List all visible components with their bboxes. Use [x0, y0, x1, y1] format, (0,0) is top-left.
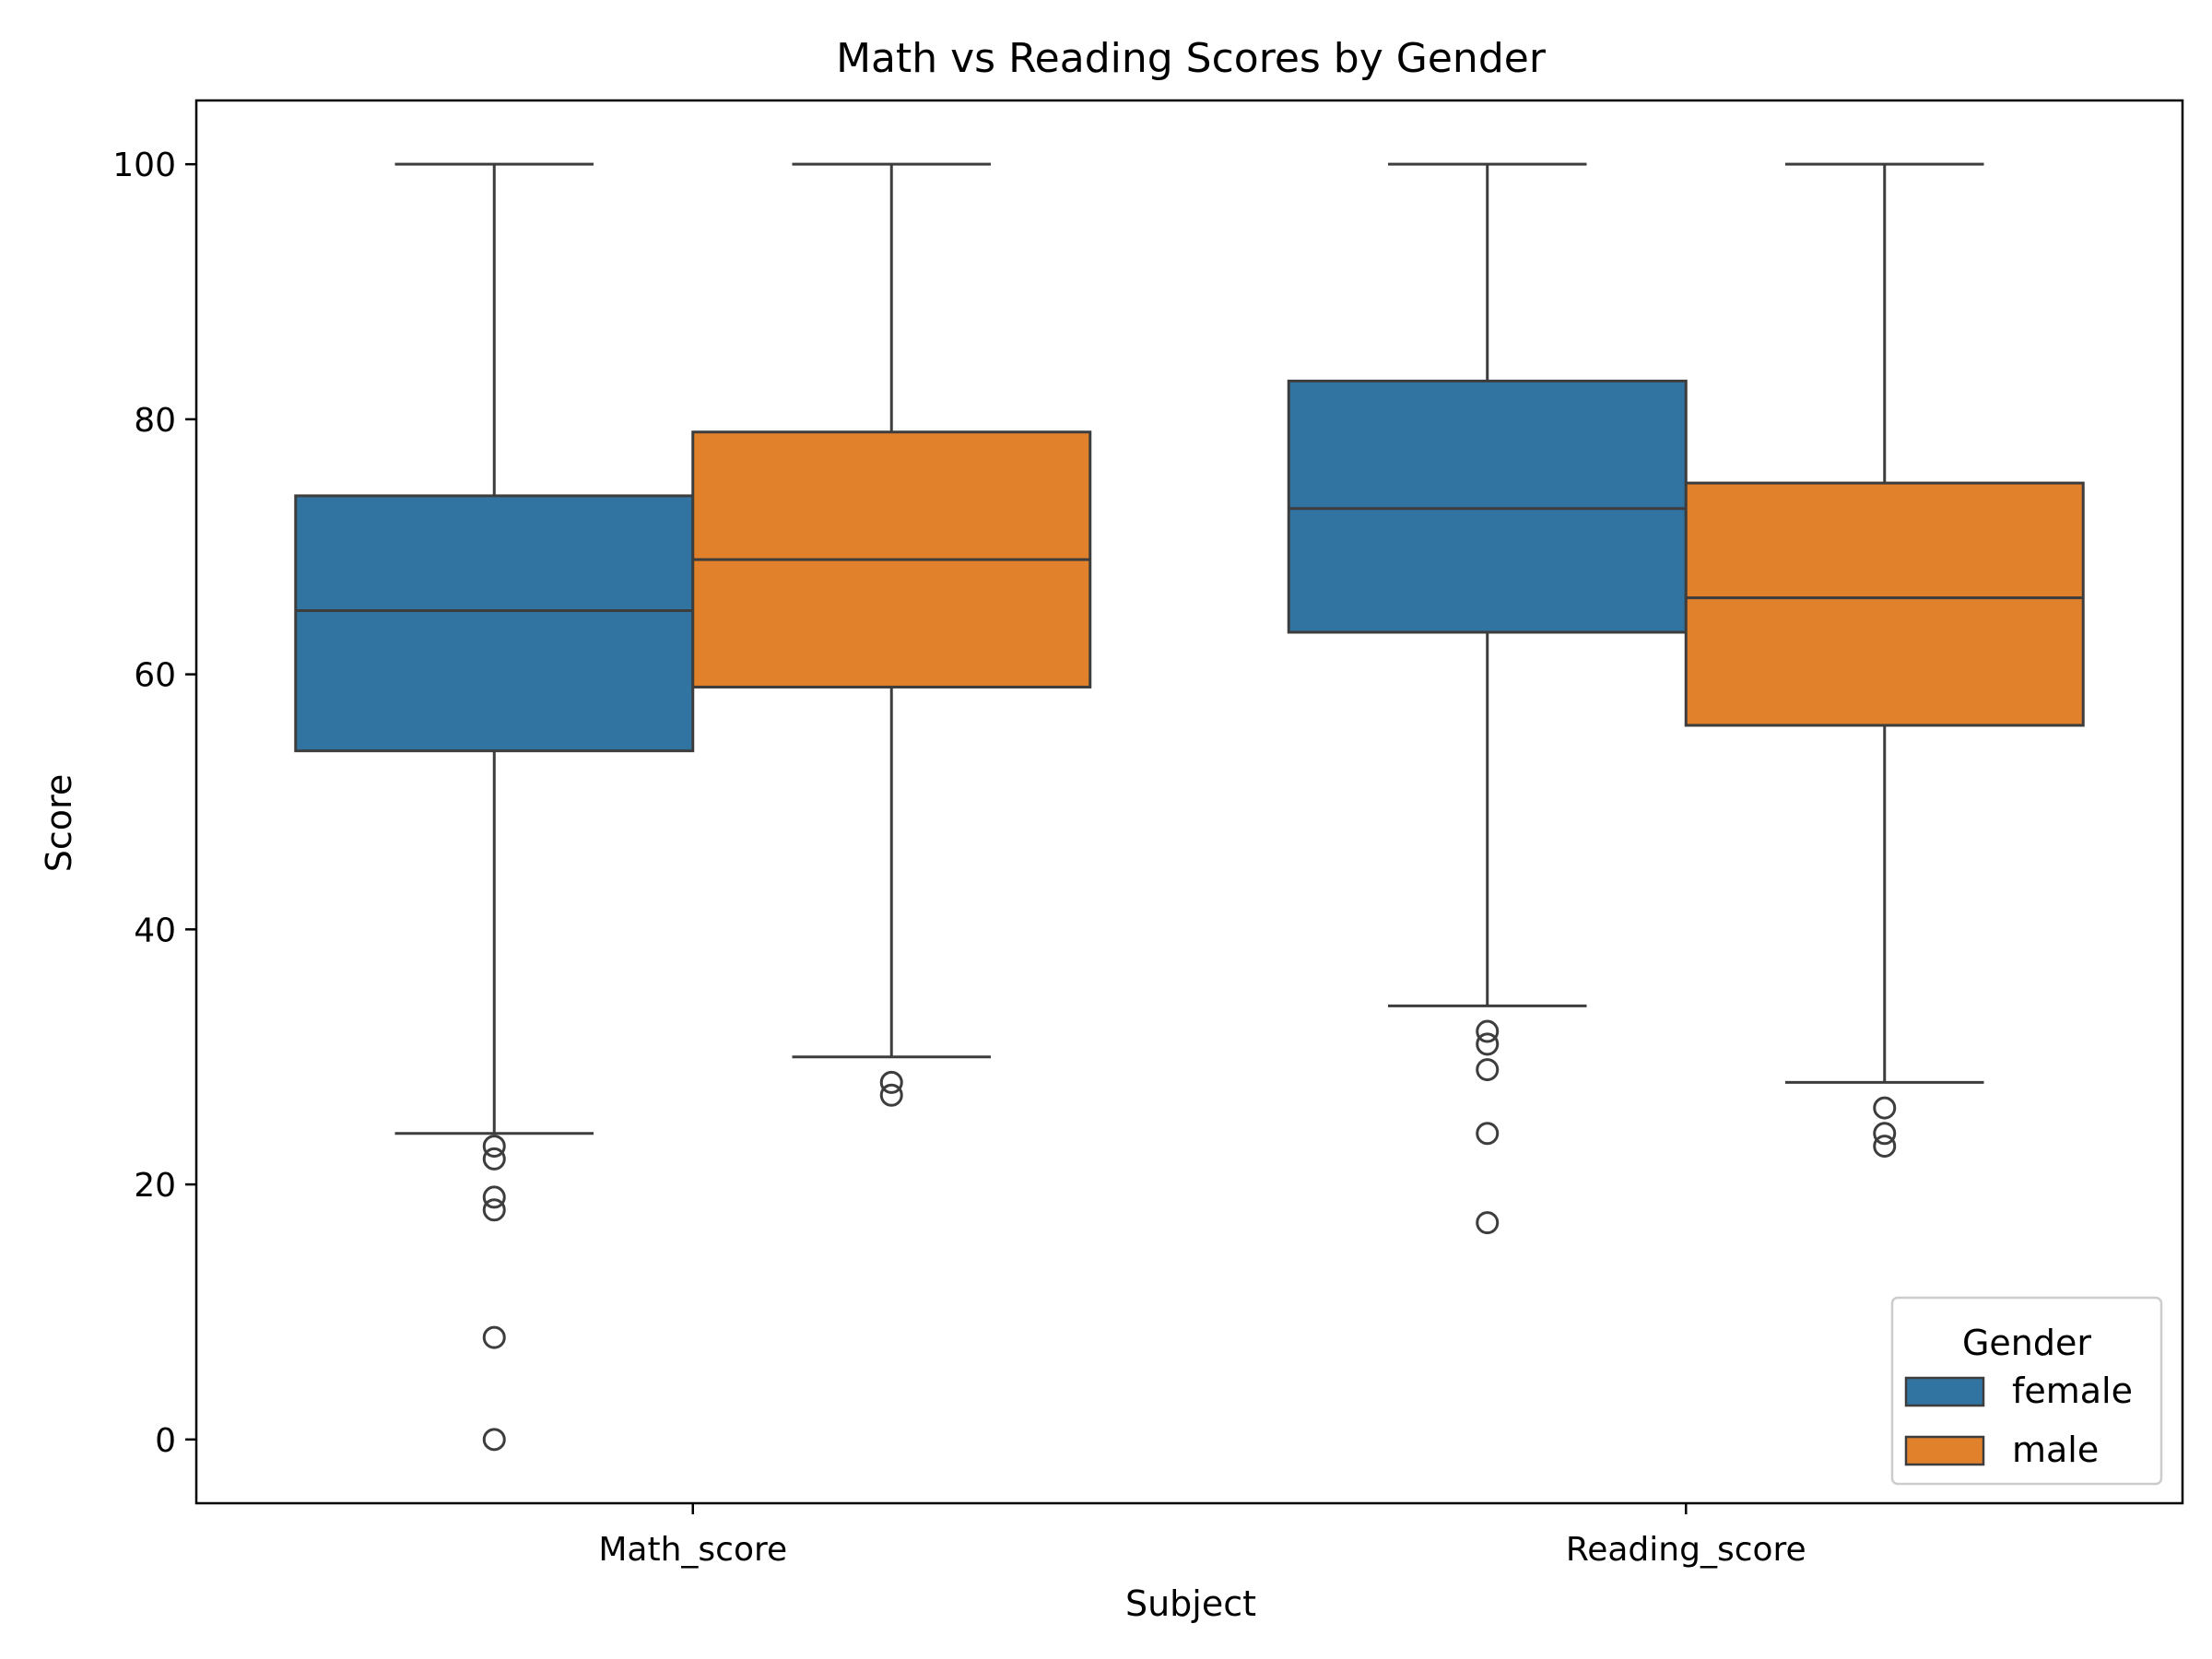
box-iqr: [1287, 379, 1688, 634]
x-tick-label: Math_score: [598, 1531, 787, 1569]
legend-title: Gender: [1962, 1323, 2091, 1363]
outlier-point: [1873, 1096, 1897, 1120]
legend-item-female: female: [1904, 1371, 2133, 1411]
box-female-Reading_score: [1287, 162, 1688, 1235]
y-tick-label: 0: [155, 1422, 176, 1460]
outlier-point: [879, 1070, 903, 1094]
box-iqr: [294, 494, 695, 753]
y-tick-label: 20: [134, 1167, 176, 1205]
outlier-point: [1476, 1032, 1500, 1056]
outlier-point: [482, 1198, 506, 1222]
outlier-point: [1873, 1122, 1897, 1146]
box-male-Math_score: [691, 162, 1092, 1107]
y-tick-label: 80: [134, 402, 176, 440]
outlier-point: [1476, 1122, 1500, 1146]
chart-title: Math vs Reading Scores by Gender: [836, 35, 1547, 82]
legend-label: male: [2012, 1430, 2099, 1470]
legend-label: female: [2012, 1371, 2133, 1411]
y-tick-label: 100: [112, 147, 176, 184]
outlier-point: [1476, 1058, 1500, 1082]
plot-frame: [194, 99, 2184, 1505]
outlier-point: [482, 1185, 506, 1209]
outlier-point: [482, 1428, 506, 1452]
outlier-point: [482, 1147, 506, 1171]
plot-area: [294, 162, 2085, 1452]
legend-swatch: [1904, 1376, 1985, 1407]
y-tick-label: 40: [134, 912, 176, 949]
legend: Gender female male: [1890, 1296, 2163, 1486]
outlier-point: [1476, 1019, 1500, 1043]
box-female-Math_score: [294, 162, 695, 1452]
legend-swatch: [1904, 1435, 1985, 1466]
outlier-point: [879, 1083, 903, 1107]
outlier-point: [1873, 1135, 1897, 1159]
outlier-point: [482, 1135, 506, 1159]
box-male-Reading_score: [1684, 162, 2085, 1159]
outlier-point: [482, 1325, 506, 1349]
box-iqr: [1684, 481, 2085, 727]
x-tick-label: Reading_score: [1566, 1531, 1806, 1569]
legend-item-male: male: [1904, 1430, 2099, 1470]
x-axis-label: Subject: [1125, 1583, 1256, 1624]
outlier-point: [1476, 1211, 1500, 1235]
y-tick-label: 60: [134, 657, 176, 695]
y-axis-label: Score: [39, 774, 79, 872]
axes: 0 20 40 60 80 100 Math_score Reading_score: [112, 147, 1806, 1569]
